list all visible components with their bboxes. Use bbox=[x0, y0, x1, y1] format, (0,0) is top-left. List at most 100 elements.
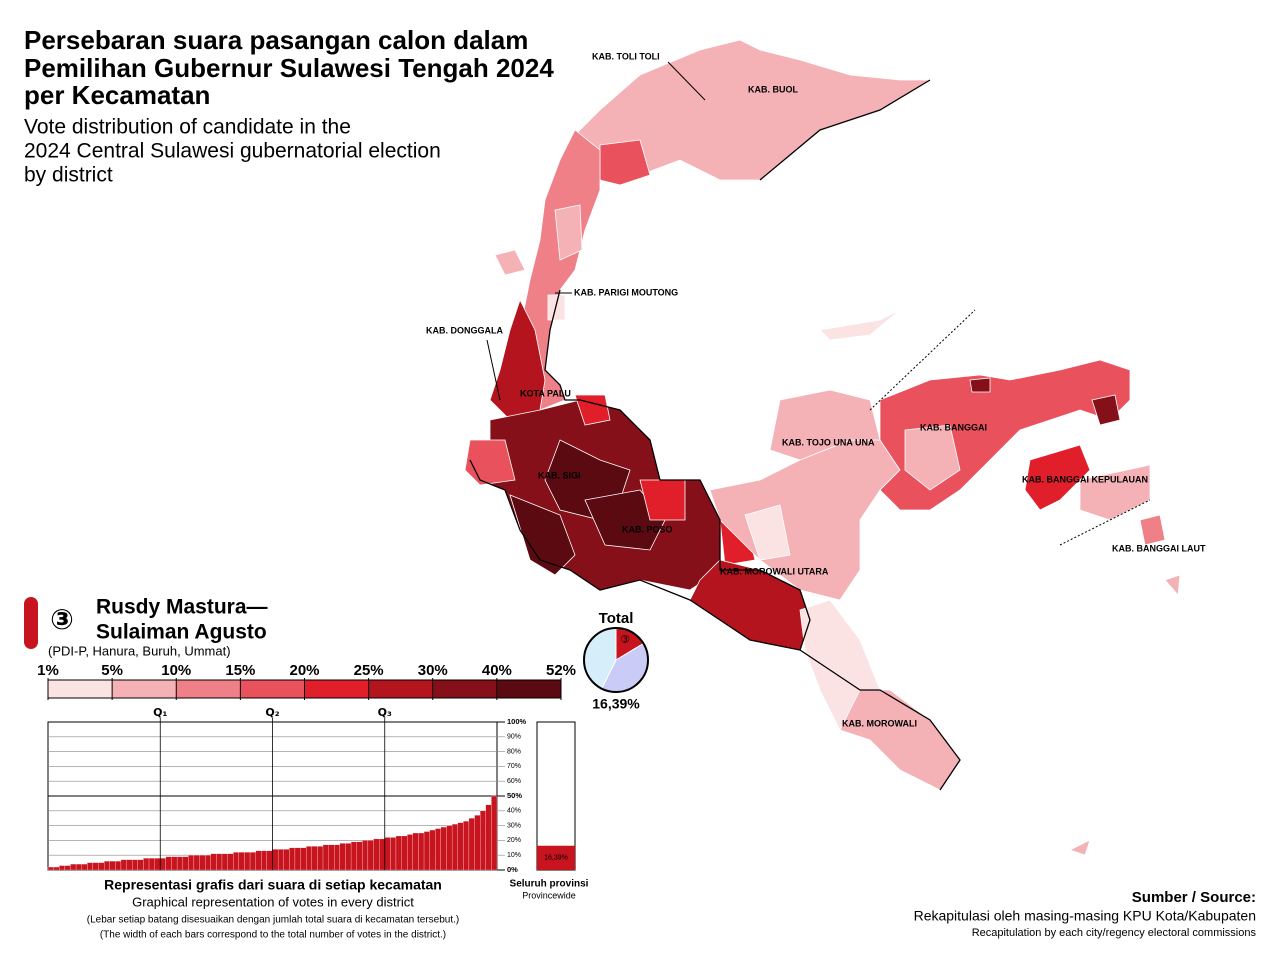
regency-border bbox=[544, 289, 961, 791]
bar bbox=[300, 847, 307, 871]
bar bbox=[137, 859, 144, 871]
map-label: KAB. TOJO UNA UNA bbox=[782, 437, 875, 447]
sea-boundary bbox=[869, 309, 976, 411]
bar bbox=[379, 838, 385, 871]
bar bbox=[446, 825, 453, 871]
y-tick-label: 40% bbox=[507, 808, 521, 815]
bar bbox=[451, 823, 458, 871]
caption: Graphical representation of votes in eve… bbox=[132, 894, 414, 909]
bar bbox=[98, 862, 105, 871]
bar bbox=[384, 837, 391, 871]
legend-tick-label: 30% bbox=[418, 662, 448, 679]
bar bbox=[210, 853, 217, 871]
source-line: Rekapitulasi oleh masing-masing KPU Kota… bbox=[914, 908, 1256, 924]
bar bbox=[373, 838, 380, 871]
leader-line bbox=[667, 61, 706, 101]
bar bbox=[70, 863, 77, 871]
bar bbox=[485, 804, 492, 871]
bar bbox=[407, 834, 413, 871]
province-title: Seluruh provinsi bbox=[510, 879, 589, 890]
y-tick-label: 10% bbox=[507, 852, 521, 859]
bar bbox=[47, 866, 54, 871]
region bbox=[547, 294, 566, 321]
bar bbox=[233, 852, 239, 871]
bar bbox=[126, 859, 133, 871]
bar bbox=[115, 860, 122, 871]
bar bbox=[435, 828, 442, 871]
candidate-number: ③ bbox=[50, 603, 74, 636]
pie-frame bbox=[583, 627, 649, 693]
region bbox=[839, 689, 961, 791]
legend-tick-label: 1% bbox=[37, 662, 59, 679]
legend-swatch bbox=[175, 679, 241, 699]
bar bbox=[283, 849, 290, 871]
bar bbox=[92, 862, 99, 871]
source-line: Recapitulation by each city/regency elec… bbox=[972, 927, 1257, 939]
caption-note: (The width of each bars correspond to th… bbox=[100, 930, 446, 941]
y-tick-label: 50% bbox=[507, 791, 522, 800]
province-bar bbox=[537, 845, 575, 870]
bar bbox=[104, 860, 110, 871]
legend-swatch bbox=[304, 679, 369, 699]
region bbox=[574, 394, 611, 426]
title: per Kecamatan bbox=[24, 80, 210, 110]
bar bbox=[261, 850, 268, 871]
bar bbox=[266, 850, 273, 871]
bar bbox=[334, 844, 340, 871]
candidate-parties: (PDI-P, Hanura, Buruh, Ummat) bbox=[48, 643, 231, 658]
bar bbox=[457, 822, 464, 871]
title: Pemilihan Gubernur Sulawesi Tengah 2024 bbox=[24, 53, 554, 83]
region bbox=[509, 494, 576, 576]
bar bbox=[148, 858, 155, 871]
bar bbox=[289, 847, 296, 871]
bar bbox=[401, 835, 408, 871]
y-tick-label: 100% bbox=[507, 717, 527, 726]
bar bbox=[182, 856, 189, 871]
bar bbox=[255, 850, 262, 871]
pie-value-label: 16,39% bbox=[592, 696, 640, 712]
legend-tick-label: 25% bbox=[354, 662, 384, 679]
map-label: KAB. TOLI TOLI bbox=[592, 51, 660, 61]
bar bbox=[171, 856, 178, 871]
province-frame bbox=[536, 721, 576, 871]
region bbox=[1079, 464, 1151, 521]
province-value-label: 16,39% bbox=[544, 855, 568, 862]
total-title: Total bbox=[599, 610, 634, 627]
subtitle: by district bbox=[24, 164, 113, 187]
map-label: KAB. PARIGI MOUTONG bbox=[574, 287, 678, 297]
region bbox=[584, 489, 666, 551]
title: Persebaran suara pasangan calon dalam bbox=[24, 25, 528, 55]
bar bbox=[81, 863, 88, 871]
legend-swatch bbox=[432, 679, 498, 699]
map bbox=[464, 39, 1181, 856]
bar bbox=[249, 852, 256, 871]
y-tick-label: 0% bbox=[507, 865, 518, 874]
bar bbox=[423, 831, 430, 871]
bar bbox=[64, 865, 71, 871]
region bbox=[1164, 574, 1181, 596]
bar bbox=[328, 844, 335, 871]
bar bbox=[53, 866, 60, 871]
bar bbox=[429, 829, 436, 871]
bar bbox=[154, 858, 161, 871]
subtitle: Vote distribution of candidate in the bbox=[24, 116, 351, 139]
map-label: KAB. BANGGAI KEPULAUAN bbox=[1022, 474, 1148, 484]
legend-tick-label: 52% bbox=[546, 662, 576, 679]
caption-note: (Lebar setiap batang disesuaikan dengan … bbox=[87, 915, 459, 926]
bar bbox=[109, 860, 116, 871]
map-label: KOTA PALU bbox=[520, 388, 571, 398]
region bbox=[1139, 514, 1166, 546]
bar bbox=[221, 853, 228, 871]
bar bbox=[474, 815, 481, 871]
bar bbox=[350, 841, 357, 871]
map-label: KAB. SIGI bbox=[538, 470, 581, 480]
bar bbox=[87, 862, 94, 871]
bar bbox=[440, 826, 447, 871]
bar bbox=[205, 855, 211, 871]
bar bbox=[463, 821, 470, 871]
candidate-name: Rusdy Mastura— bbox=[96, 596, 268, 619]
bar bbox=[395, 835, 402, 871]
map-label: KAB. POSO bbox=[622, 524, 673, 534]
